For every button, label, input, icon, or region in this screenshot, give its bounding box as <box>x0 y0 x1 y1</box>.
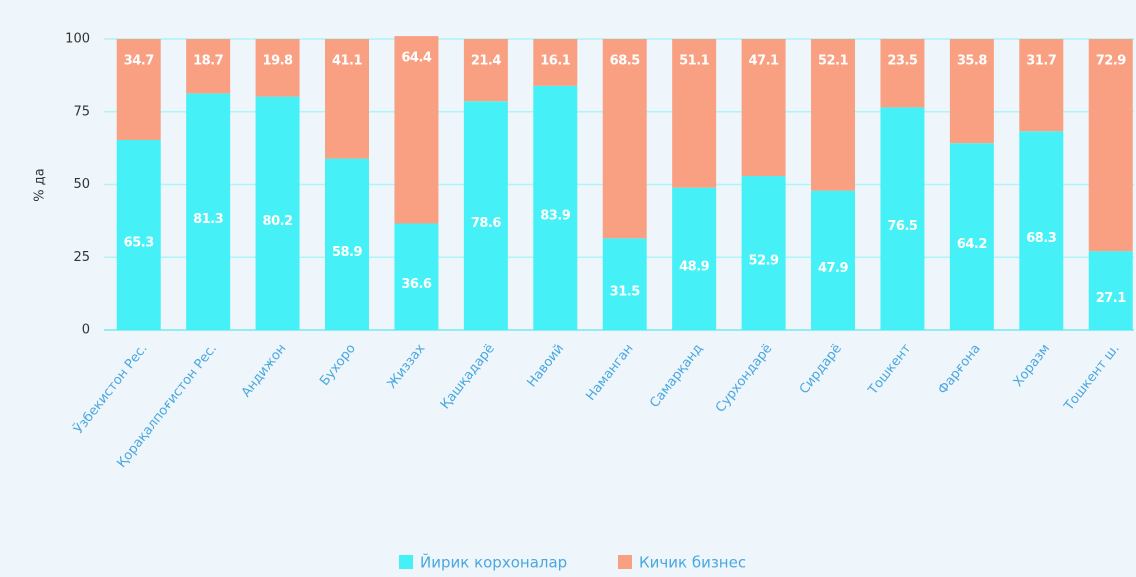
bar-segment <box>325 158 370 330</box>
x-tick-label: Наманган <box>583 341 636 403</box>
y-axis-label: % да <box>33 168 48 201</box>
value-label: 16.1 <box>540 54 571 69</box>
bar-segment <box>255 96 300 330</box>
value-label: 64.2 <box>957 237 987 252</box>
value-label: 34.7 <box>124 54 155 69</box>
value-label: 47.9 <box>818 261 849 276</box>
x-tick-label: Тошкент <box>865 341 914 398</box>
value-label: 65.3 <box>124 235 155 250</box>
value-label: 80.2 <box>263 214 293 229</box>
value-label: 36.6 <box>401 277 432 292</box>
y-tick-label: 100 <box>65 32 90 47</box>
bar-segment <box>949 39 994 144</box>
bar-segment <box>394 223 439 330</box>
bar-segment <box>533 85 578 330</box>
value-label: 23.5 <box>887 54 918 69</box>
x-tick-label: Қашқадарё <box>438 341 498 412</box>
value-label: 27.1 <box>1096 291 1127 306</box>
x-tick-label: Самарқанд <box>647 341 706 410</box>
value-label: 35.8 <box>957 54 988 69</box>
legend-label: Йирик корхоналар <box>420 553 567 572</box>
x-tick-label: Сирдарё <box>797 341 845 397</box>
value-label: 83.9 <box>540 208 571 223</box>
bar-segment <box>1019 131 1064 330</box>
value-label: 72.9 <box>1096 54 1127 69</box>
y-tick-label: 25 <box>73 250 90 265</box>
x-tick-label: Жиззах <box>385 341 429 391</box>
bar-segment <box>811 39 856 191</box>
bar-segment <box>533 39 578 86</box>
bar-segment <box>116 39 161 140</box>
value-label: 47.1 <box>749 54 780 69</box>
bar-segment <box>672 187 717 330</box>
x-tick-label: Фарғона <box>935 341 983 397</box>
bar-segment <box>186 93 231 331</box>
value-label: 51.1 <box>679 54 710 69</box>
bar-segment <box>880 39 925 108</box>
bar-segment <box>1088 251 1133 330</box>
y-tick-label: 50 <box>73 177 90 192</box>
value-label: 64.4 <box>401 51 432 66</box>
legend-label: Кичик бизнес <box>639 554 746 572</box>
bar-segment <box>672 39 717 188</box>
bar-segment <box>463 101 508 330</box>
bar-segment <box>325 39 370 159</box>
value-label: 68.3 <box>1026 231 1057 246</box>
bar-segment <box>741 176 786 330</box>
y-tick-label: 0 <box>82 323 90 338</box>
value-label: 31.5 <box>610 285 641 300</box>
legend-swatch <box>399 555 413 569</box>
value-label: 52.9 <box>749 254 780 269</box>
bar-segment <box>602 238 647 330</box>
bar-segment <box>602 39 647 239</box>
value-label: 52.1 <box>818 54 849 69</box>
value-label: 19.8 <box>263 54 294 69</box>
bar-segment <box>949 143 994 330</box>
bar-segment <box>463 39 508 102</box>
bar-segment <box>116 139 161 330</box>
value-label: 31.7 <box>1026 54 1057 69</box>
x-tick-label: Тошкент ш. <box>1061 341 1123 414</box>
value-label: 78.6 <box>471 216 502 231</box>
value-label: 48.9 <box>679 259 710 274</box>
bar-segment <box>741 39 786 177</box>
x-tick-label: Навоий <box>524 341 567 390</box>
x-tick-label: Андижон <box>239 341 290 400</box>
value-label: 21.4 <box>471 54 502 69</box>
y-tick-label: 75 <box>73 104 90 119</box>
legend-swatch <box>618 555 632 569</box>
bar-segment <box>1088 39 1133 252</box>
bar-segment <box>394 36 439 224</box>
bar-segment <box>255 39 300 97</box>
bar-segment <box>880 107 925 330</box>
value-label: 41.1 <box>332 54 363 69</box>
x-tick-label: Хоразм <box>1011 341 1053 389</box>
bar-segment <box>811 190 856 330</box>
value-label: 81.3 <box>193 212 224 227</box>
bar-segment <box>186 39 231 94</box>
x-tick-label: Ўзбекистон Рес. <box>71 341 151 437</box>
value-label: 68.5 <box>610 54 641 69</box>
x-tick-label: Бухоро <box>317 341 359 388</box>
value-label: 18.7 <box>193 54 224 69</box>
x-tick-label: Сурхондарё <box>713 341 776 415</box>
value-label: 58.9 <box>332 245 363 260</box>
bar-segment <box>1019 39 1064 132</box>
value-label: 76.5 <box>887 219 918 234</box>
